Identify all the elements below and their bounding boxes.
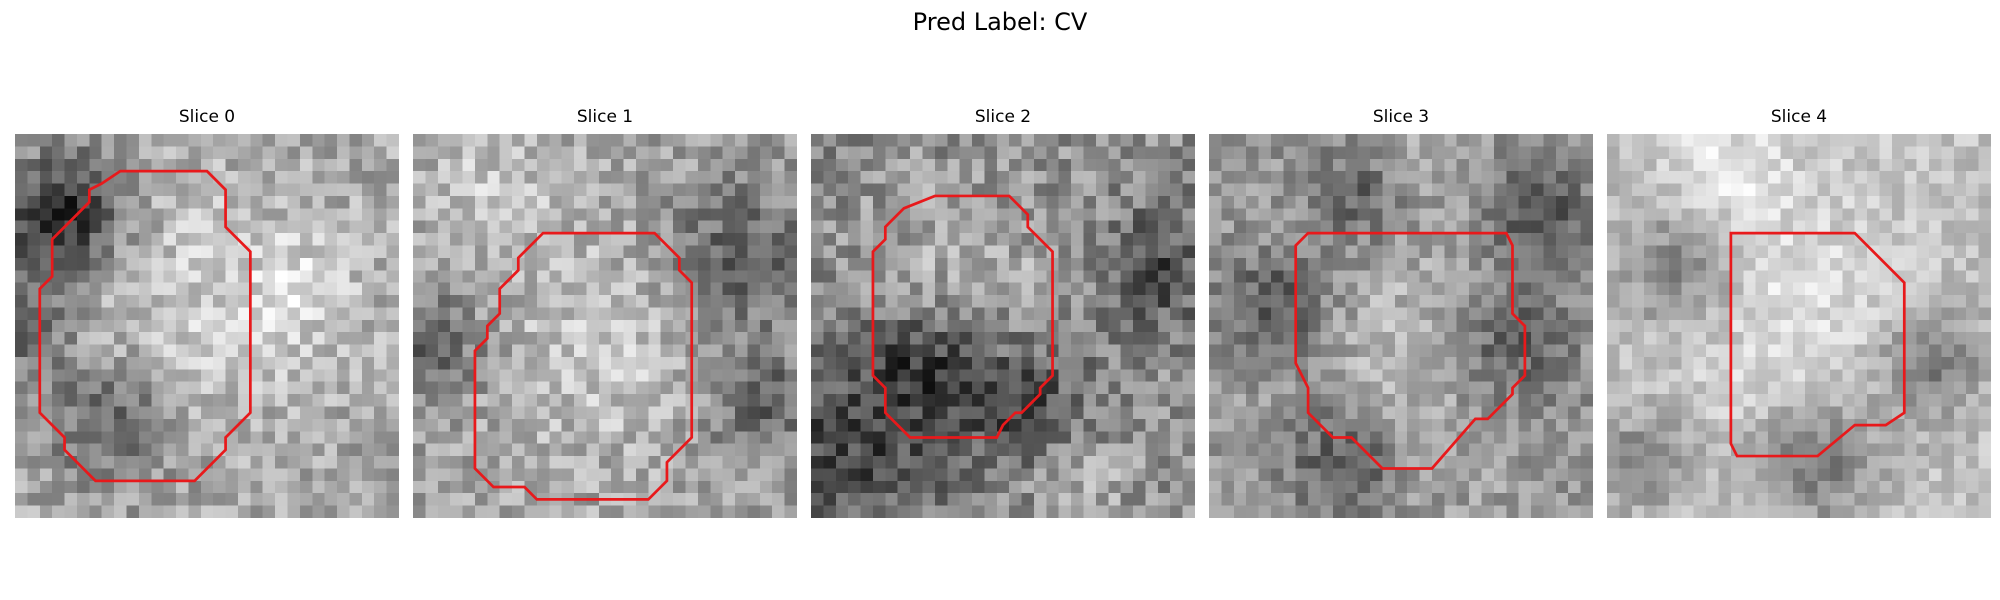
slice-image-1 bbox=[413, 134, 797, 518]
figure-title: Pred Label: CV bbox=[912, 8, 1088, 36]
slice-title: Slice 4 bbox=[1770, 107, 1828, 127]
pixel-grid bbox=[811, 134, 1195, 518]
slice-title: Slice 0 bbox=[178, 107, 236, 127]
pred-contour bbox=[473, 231, 694, 501]
slice-title: Slice 1 bbox=[576, 107, 634, 127]
slice-image-2 bbox=[811, 134, 1195, 518]
slice-title: Slice 3 bbox=[1372, 107, 1430, 127]
pixel-grid bbox=[1607, 134, 1991, 518]
pred-contour bbox=[871, 194, 1054, 439]
slice-image-3 bbox=[1209, 134, 1593, 518]
pred-contour bbox=[1729, 231, 1906, 458]
pred-contour bbox=[1294, 231, 1527, 470]
pred-contour bbox=[38, 169, 252, 483]
slice-title: Slice 2 bbox=[974, 107, 1032, 127]
pixel-grid bbox=[15, 134, 399, 518]
slice-image-0 bbox=[15, 134, 399, 518]
pixel-grid bbox=[413, 134, 797, 518]
slice-image-4 bbox=[1607, 134, 1991, 518]
pixel-grid bbox=[1209, 134, 1593, 518]
